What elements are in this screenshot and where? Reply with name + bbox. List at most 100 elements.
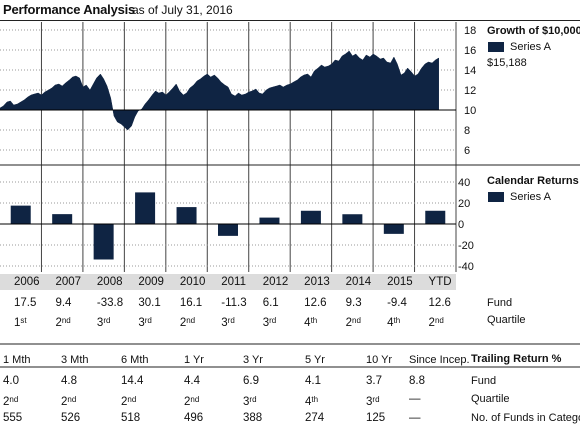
growth-y-tick: 18 <box>464 25 476 37</box>
calendar-fund-value: -33.8 <box>96 297 124 309</box>
calendar-quartile-value: 3rd <box>221 316 235 329</box>
return-bar <box>52 214 73 224</box>
trailing-count-label: No. of Funds in Category <box>471 412 580 424</box>
calendar-fund-value: -11.3 <box>221 297 247 309</box>
returns-y-tick: 40 <box>458 177 470 189</box>
trailing-fund-value: 4.4 <box>184 375 200 387</box>
calendar-year-label: 2007 <box>55 276 82 288</box>
calendar-year-label: 2009 <box>138 276 164 288</box>
returns-y-tick: 20 <box>458 198 470 210</box>
trailing-fund-value: 3.7 <box>366 375 382 387</box>
calendar-quartile-value: 3rd <box>96 316 111 329</box>
growth-panel-title: Growth of $10,000 <box>487 25 580 37</box>
calendar-year-label: 2010 <box>179 276 206 288</box>
return-bar <box>135 192 156 224</box>
page-title: Performance Analysis <box>3 2 136 17</box>
returns-y-tick: -40 <box>458 261 474 273</box>
trailing-fund-value: 4.8 <box>61 375 77 387</box>
trailing-fund-value: 4.1 <box>305 375 321 387</box>
growth-y-tick: 14 <box>464 65 476 77</box>
returns-y-tick: -20 <box>458 240 474 252</box>
return-bar <box>176 207 197 224</box>
growth-legend-label: Series A <box>510 41 551 53</box>
calendar-fund-value: 16.1 <box>179 297 203 309</box>
calendar-year-label: 2012 <box>262 276 289 288</box>
return-bar <box>259 217 280 224</box>
trailing-period-header: 5 Yr <box>305 354 325 366</box>
trailing-period-header: 1 Yr <box>184 354 204 366</box>
calendar-fund-value: 6.1 <box>262 297 279 309</box>
trailing-period-header: 3 Yr <box>243 354 263 366</box>
calendar-year-label: 2013 <box>304 276 330 288</box>
growth-ending-value: $15,188 <box>487 57 527 69</box>
calendar-fund-value: 12.6 <box>304 297 327 309</box>
calendar-fund-value: 17.5 <box>14 297 37 309</box>
calendar-fund-value: -9.4 <box>387 297 407 309</box>
trailing-quartile-value: 3rd <box>243 395 257 408</box>
calendar-quartile-value: 1st <box>14 316 27 329</box>
as-of-date: as of July 31, 2016 <box>132 3 233 17</box>
return-bar <box>383 224 404 234</box>
growth-y-tick: 6 <box>464 145 470 157</box>
calendar-quartile-value: 2nd <box>428 316 444 329</box>
calendar-quartile-value: 4th <box>387 316 401 329</box>
return-bar <box>425 210 446 224</box>
trailing-fund-value: 14.4 <box>121 375 144 387</box>
trailing-fund-value: 6.9 <box>243 375 259 387</box>
calendar-fund-value: 12.6 <box>428 297 451 309</box>
calendar-year-label: 2006 <box>14 276 40 288</box>
trailing-count-value: 518 <box>121 412 141 424</box>
return-bar <box>342 214 363 224</box>
trailing-fund-value: 4.0 <box>3 375 19 387</box>
trailing-quartile-label: Quartile <box>471 393 510 405</box>
calendar-year-label: 2011 <box>221 276 246 288</box>
calendar-fund-label: Fund <box>487 297 513 309</box>
trailing-period-header: 6 Mth <box>121 354 149 366</box>
growth-y-tick: 10 <box>464 105 476 117</box>
trailing-quartile-value: 2nd <box>61 395 77 408</box>
trailing-count-value: 555 <box>3 412 23 424</box>
return-bar <box>10 205 31 224</box>
trailing-count-value: 496 <box>184 412 204 424</box>
trailing-count-value: — <box>409 412 421 424</box>
growth-y-tick: 12 <box>464 85 476 97</box>
trailing-quartile-value: 2nd <box>121 395 137 408</box>
calendar-year-label: 2015 <box>387 276 413 288</box>
trailing-quartile-value: 2nd <box>184 395 200 408</box>
calendar-fund-value: 9.3 <box>345 297 362 309</box>
trailing-period-header: Since Incep. <box>409 354 470 366</box>
trailing-fund-value: 8.8 <box>409 375 425 387</box>
calendar-quartile-value: 2nd <box>179 316 196 329</box>
calendar-quartile-label: Quartile <box>487 314 526 326</box>
returns-y-tick: 0 <box>458 219 464 231</box>
growth-area-series-a <box>0 50 439 131</box>
returns-panel-title: Calendar Returns % <box>487 175 580 187</box>
returns-legend-label: Series A <box>510 191 551 203</box>
calendar-year-label: YTD <box>428 276 452 288</box>
trailing-title: Trailing Return % <box>471 353 562 365</box>
trailing-period-header: 10 Yr <box>366 354 393 366</box>
calendar-fund-value: 9.4 <box>55 297 72 309</box>
trailing-quartile-value: 2nd <box>3 395 19 408</box>
return-bar <box>218 224 238 236</box>
calendar-quartile-value: 2nd <box>55 316 71 329</box>
trailing-quartile-value: 4th <box>305 395 319 408</box>
trailing-count-value: 125 <box>366 412 386 424</box>
calendar-quartile-value: 3rd <box>262 316 277 329</box>
trailing-period-header: 1 Mth <box>3 354 31 366</box>
returns-legend-swatch <box>488 192 504 202</box>
trailing-count-value: 388 <box>243 412 263 424</box>
trailing-count-value: 274 <box>305 412 325 424</box>
growth-y-tick: 8 <box>464 125 470 137</box>
calendar-quartile-value: 4th <box>304 316 318 329</box>
return-bar <box>93 224 114 260</box>
trailing-quartile-dash: — <box>409 393 421 405</box>
trailing-fund-label: Fund <box>471 375 497 387</box>
calendar-year-label: 2014 <box>345 276 372 288</box>
trailing-quartile-value: 3rd <box>366 395 380 408</box>
trailing-count-value: 526 <box>61 412 81 424</box>
growth-y-tick: 16 <box>464 45 476 57</box>
calendar-year-label: 2008 <box>96 276 123 288</box>
calendar-quartile-value: 3rd <box>138 316 152 329</box>
calendar-quartile-value: 2nd <box>345 316 361 329</box>
